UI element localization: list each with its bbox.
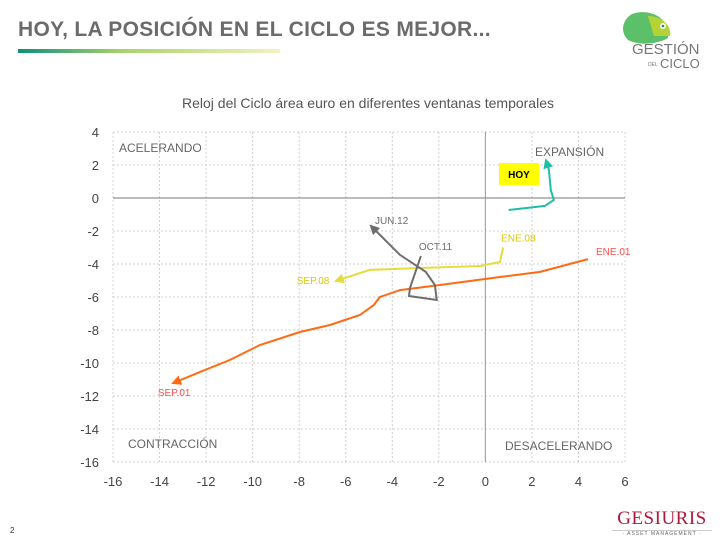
gestion-del-ciclo-logo: GESTIÓN DEL CICLO <box>623 12 700 70</box>
y-tick-label: -4 <box>87 257 99 272</box>
hoy-badge <box>499 163 539 185</box>
gesiuris-logo: GESIURIS · ASSET MANAGEMENT · <box>612 508 712 537</box>
y-tick-label: -16 <box>80 455 99 470</box>
series-line-hoy <box>508 158 555 211</box>
quadrant-acelerando: ACELERANDO <box>119 141 202 155</box>
quadrant-desacelerando: DESACELERANDO <box>505 439 612 453</box>
title-underline <box>18 49 280 53</box>
svg-text:DEL: DEL <box>648 62 658 68</box>
quadrant-expansion: EXPANSIÓN <box>535 144 604 159</box>
series-end-label: SEP.08 <box>297 276 330 287</box>
y-tick-label: -6 <box>87 290 99 305</box>
hoy-label: HOY <box>508 170 530 181</box>
page-number: 2 <box>10 526 15 535</box>
page-title: HOY, LA POSICIÓN EN EL CICLO ES MEJOR... <box>18 18 491 41</box>
y-tick-label: 2 <box>92 158 99 173</box>
series-line-jun-12 <box>369 224 438 302</box>
x-tick-label: 2 <box>528 474 535 489</box>
x-tick-label: -16 <box>104 474 123 489</box>
y-tick-label: -12 <box>80 389 99 404</box>
x-tick-label: 0 <box>482 474 489 489</box>
x-tick-label: 4 <box>575 474 582 489</box>
series-end-label: JUN.12 <box>375 216 409 227</box>
series-start-label: ENE.08 <box>501 234 536 245</box>
x-tick-label: -2 <box>433 474 445 489</box>
quadrant-contraccion: CONTRACCIÓN <box>128 436 217 451</box>
series-start-label: OCT.11 <box>419 242 453 253</box>
x-tick-label: -6 <box>340 474 352 489</box>
x-tick-label: -4 <box>386 474 398 489</box>
y-tick-label: -8 <box>87 323 99 338</box>
y-tick-label: -14 <box>80 422 99 437</box>
x-tick-label: -8 <box>293 474 305 489</box>
series-line-sep-08 <box>333 247 505 284</box>
y-tick-label: -10 <box>80 356 99 371</box>
series-start-label: ENE.01 <box>596 247 631 258</box>
x-tick-label: 6 <box>621 474 628 489</box>
y-tick-label: -2 <box>87 224 99 239</box>
x-tick-label: -14 <box>150 474 169 489</box>
svg-text:GESTIÓN: GESTIÓN <box>632 41 700 58</box>
x-tick-label: -12 <box>197 474 216 489</box>
y-tick-label: 0 <box>92 191 99 206</box>
svg-text:CICLO: CICLO <box>660 56 700 70</box>
series-line-sep-01 <box>171 258 589 385</box>
series-end-label: SEP.01 <box>158 388 191 399</box>
x-tick-label: -10 <box>243 474 262 489</box>
y-tick-label: 4 <box>92 125 99 140</box>
chart-title: Reloj del Ciclo área euro en diferentes … <box>182 95 554 111</box>
